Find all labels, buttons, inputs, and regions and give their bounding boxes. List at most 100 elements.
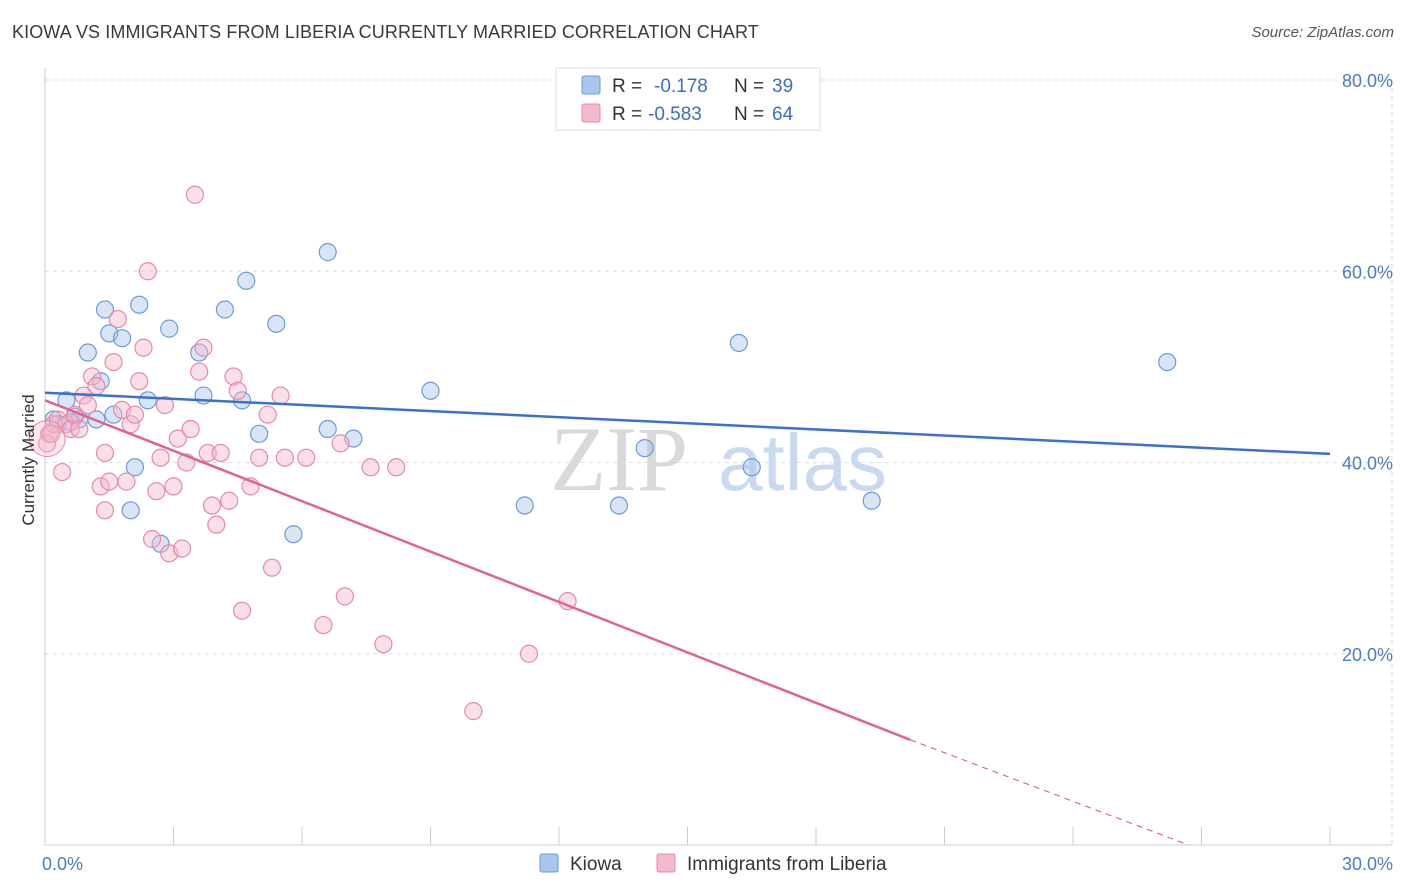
liberia-point-37: [194, 338, 213, 357]
kiowa-point-26: [318, 243, 337, 262]
liberia-trend-line: [44, 399, 911, 741]
liberia-point-41: [211, 443, 230, 463]
source-label: Source: ZipAtlas.com: [1251, 24, 1394, 41]
tick-labels: 20.0% 40.0% 60.0% 80.0% 0.0% 30.0%: [42, 71, 1393, 874]
liberia-point-54: [331, 434, 350, 453]
y-tick-label-60: 60.0%: [1342, 262, 1393, 282]
kiowa-point-23: [267, 314, 286, 333]
kiowa-point-12: [125, 458, 145, 477]
kiowa-point-21: [237, 271, 256, 290]
liberia-point-cluster: [28, 420, 66, 458]
liberia-point-48: [258, 405, 277, 424]
kiowa-point-24: [284, 525, 303, 544]
liberia-point-24: [138, 262, 157, 281]
kiowa-point-33: [742, 458, 761, 477]
liberia-trend-line-extension: [910, 739, 1189, 846]
liberia-point-9: [78, 396, 97, 415]
legend: R = -0.178 N = 39 R = -0.583 N = 64: [555, 67, 821, 131]
watermark-atlas: atlas: [718, 418, 887, 507]
kiowa-point-25: [318, 419, 337, 439]
kiowa-point-7: [95, 300, 115, 319]
liberia-point-63: [42, 424, 61, 443]
kiowa-point-4: [78, 343, 97, 362]
x-tick-label-end: 30.0%: [1342, 854, 1393, 874]
liberia-point-44: [228, 381, 247, 400]
kiowa-point-30: [609, 496, 629, 515]
liberia-point-47: [250, 448, 269, 467]
kiowa-point-19: [215, 300, 234, 319]
liberia-point-39: [202, 496, 222, 515]
liberia-point-36: [190, 362, 209, 381]
kiowa-point-32: [729, 333, 749, 353]
liberia-point-38: [198, 443, 217, 463]
y-tick-label-80: 80.0%: [1342, 71, 1393, 91]
kiowa-point-31: [635, 439, 654, 458]
liberia-point-62: [38, 434, 57, 453]
kiowa-point-10: [112, 329, 132, 348]
liberia-point-55: [335, 587, 354, 606]
liberia-point-11: [87, 376, 106, 396]
legend-r-label-liberia: R =: [612, 104, 642, 125]
liberia-point-3: [53, 462, 72, 482]
liberia-point-26: [147, 482, 166, 501]
kiowa-point-22: [250, 424, 269, 443]
liberia-point-45: [232, 601, 252, 620]
liberia-point-53: [314, 615, 333, 635]
bottom-legend-label-kiowa: Kiowa: [570, 854, 622, 875]
kiowa-point-34: [862, 491, 881, 510]
bottom-legend-swatch-kiowa: [539, 853, 559, 873]
bottom-legend-swatch-liberia: [656, 853, 676, 873]
watermark-zip: ZIP: [550, 408, 688, 510]
liberia-point-12: [91, 477, 110, 496]
legend-n-label-kiowa: N =: [734, 76, 764, 97]
legend-r-label-kiowa: R =: [612, 76, 642, 97]
liberia-point-21: [125, 405, 145, 424]
liberia-point-19: [117, 472, 136, 491]
bottom-legend-label-liberia: Immigrants from Liberia: [687, 854, 887, 875]
x-tick-label-start: 0.0%: [42, 854, 83, 874]
liberia-point-23: [134, 338, 153, 357]
kiowa-point-13: [130, 295, 149, 314]
liberia-point-52: [297, 448, 316, 467]
legend-r-value-kiowa: -0.178: [654, 76, 708, 97]
kiowa-point-11: [121, 501, 140, 520]
liberia-point-57: [374, 635, 393, 654]
liberia-point-7: [70, 419, 89, 439]
liberia-point-10: [83, 367, 102, 386]
kiowa-point-9: [104, 405, 123, 424]
liberia-point-15: [100, 472, 119, 491]
kiowa-point-28: [421, 381, 440, 400]
legend-r-value-liberia: -0.583: [648, 104, 702, 125]
liberia-point-32: [172, 539, 192, 558]
chart-title: KIOWA VS IMMIGRANTS FROM LIBERIA CURRENT…: [12, 22, 759, 42]
liberia-point-13: [95, 501, 115, 520]
y-tick-label-40: 40.0%: [1342, 454, 1393, 474]
liberia-point-14: [95, 443, 115, 463]
liberia-point-28: [155, 396, 175, 415]
liberia-point-56: [361, 458, 380, 477]
bottom-legend: Kiowa Immigrants from Liberia: [539, 853, 887, 875]
kiowa-point-14: [138, 391, 157, 410]
legend-n-label-liberia: N =: [734, 104, 764, 125]
liberia-point-43: [224, 367, 243, 386]
y-axis-label: Currently Married: [19, 394, 38, 525]
liberia-point-17: [108, 309, 127, 329]
legend-n-value-kiowa: 39: [772, 76, 793, 97]
liberia-point-34: [181, 419, 200, 439]
legend-swatch-kiowa: [581, 75, 601, 95]
liberia-point-49: [262, 558, 282, 577]
liberia-point-60: [519, 644, 539, 663]
kiowa-trend-line: [44, 391, 1331, 456]
trend-lines: [44, 391, 1331, 846]
liberia-point-35: [185, 185, 205, 204]
liberia-point-42: [220, 491, 239, 510]
liberia-point-59: [464, 702, 483, 721]
liberia-point-22: [130, 372, 149, 391]
liberia-point-40: [207, 515, 226, 534]
watermark: ZIP atlas: [550, 408, 887, 510]
liberia-point-51: [275, 448, 294, 467]
liberia-point-27: [151, 448, 170, 467]
liberia-point-50: [271, 386, 290, 405]
liberia-point-25: [142, 529, 162, 549]
kiowa-point-20: [232, 391, 252, 410]
